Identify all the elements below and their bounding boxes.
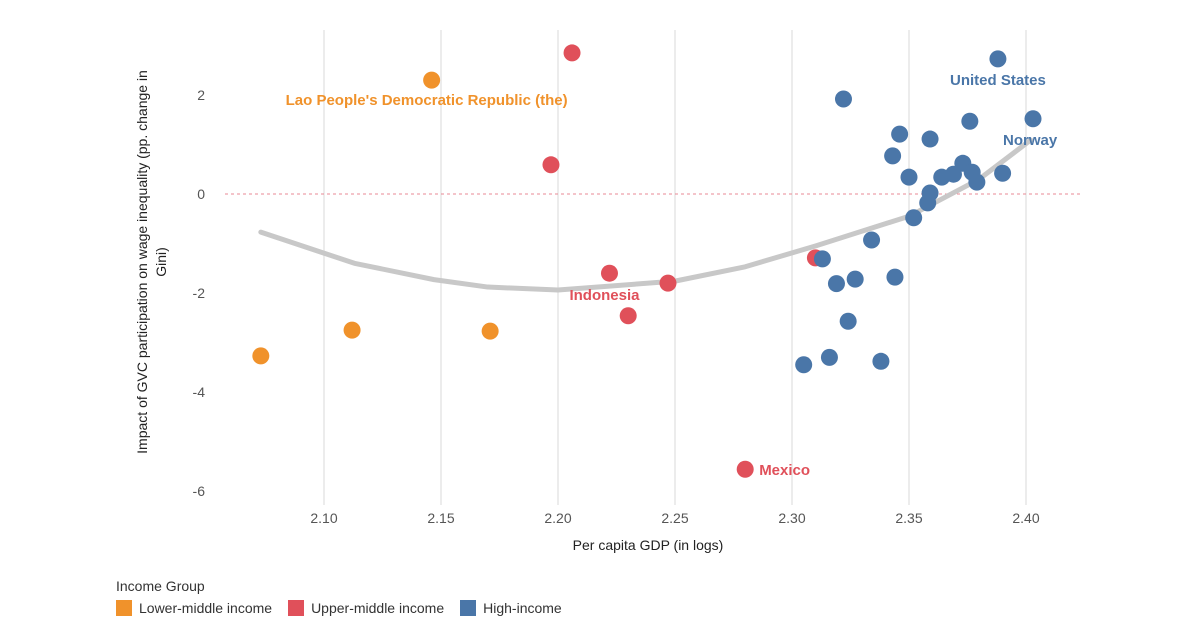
data-point bbox=[659, 274, 677, 292]
x-tick-label: 2.15 bbox=[427, 510, 454, 526]
data-point bbox=[423, 71, 441, 89]
legend-label: Upper-middle income bbox=[311, 600, 445, 616]
data-point bbox=[736, 460, 754, 478]
data-point bbox=[900, 168, 918, 186]
y-tick-label: -4 bbox=[193, 384, 206, 400]
x-tick-label: 2.35 bbox=[895, 510, 922, 526]
x-tick-label: 2.40 bbox=[1012, 510, 1039, 526]
data-point bbox=[481, 322, 499, 340]
data-point bbox=[542, 156, 560, 174]
y-tick-label: 2 bbox=[197, 87, 205, 103]
data-point bbox=[961, 112, 979, 130]
data-point bbox=[884, 147, 902, 165]
data-point bbox=[886, 268, 904, 286]
legend-label: Lower-middle income bbox=[139, 600, 273, 616]
legend-swatch bbox=[288, 600, 305, 616]
data-point bbox=[820, 348, 838, 366]
data-point bbox=[343, 321, 361, 339]
data-point bbox=[834, 90, 852, 108]
legend-title: Income Group bbox=[116, 578, 205, 594]
data-point bbox=[989, 50, 1007, 68]
data-label: Norway bbox=[1003, 132, 1058, 149]
data-point bbox=[795, 356, 813, 374]
data-point bbox=[600, 264, 618, 282]
x-tick-label: 2.20 bbox=[544, 510, 571, 526]
y-tick-label: -6 bbox=[193, 483, 206, 499]
legend-item-lower-middle[interactable]: Lower-middle income bbox=[116, 600, 272, 616]
x-axis-label: Per capita GDP (in logs) bbox=[573, 537, 724, 553]
y-tick-label: 0 bbox=[197, 186, 205, 202]
data-label: Mexico bbox=[759, 462, 810, 479]
data-point bbox=[563, 44, 581, 62]
legend-label: High-income bbox=[483, 600, 562, 616]
data-label: Indonesia bbox=[569, 287, 640, 304]
data-point bbox=[994, 164, 1012, 182]
y-tick-label: -2 bbox=[193, 285, 206, 301]
legend-item-upper-middle[interactable]: Upper-middle income bbox=[288, 600, 444, 616]
x-tick-label: 2.30 bbox=[778, 510, 805, 526]
data-point bbox=[1024, 110, 1042, 128]
data-point bbox=[921, 130, 939, 148]
data-point bbox=[872, 352, 890, 370]
data-point bbox=[813, 250, 831, 268]
x-tick-label: 2.10 bbox=[310, 510, 337, 526]
data-point bbox=[846, 270, 864, 288]
data-point bbox=[839, 312, 857, 330]
data-point bbox=[905, 209, 923, 227]
data-label: Lao People's Democratic Republic (the) bbox=[286, 92, 568, 109]
data-point bbox=[827, 275, 845, 293]
data-point bbox=[891, 125, 909, 143]
data-point bbox=[919, 194, 937, 212]
data-point bbox=[863, 231, 881, 249]
data-point bbox=[968, 173, 986, 191]
legend-item-high-income[interactable]: High-income bbox=[460, 600, 562, 616]
data-label: United States bbox=[950, 72, 1046, 89]
legend-swatch bbox=[116, 600, 132, 616]
data-point bbox=[619, 307, 637, 325]
y-axis-label: Impact of GVC participation on wage ineq… bbox=[134, 70, 169, 454]
x-tick-label: 2.25 bbox=[661, 510, 688, 526]
legend: Income Group Lower-middle income Upper-m… bbox=[116, 578, 562, 616]
data-point bbox=[252, 347, 270, 365]
legend-swatch bbox=[460, 600, 477, 616]
